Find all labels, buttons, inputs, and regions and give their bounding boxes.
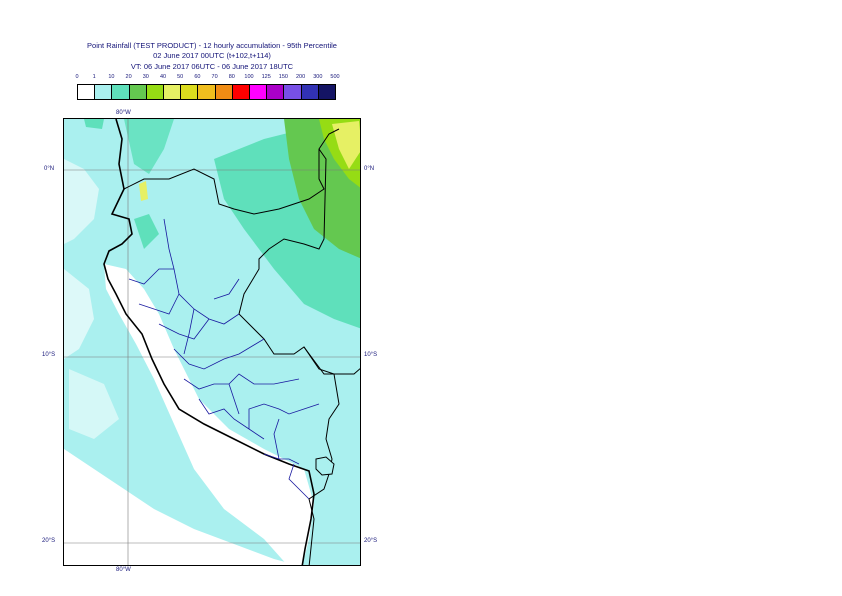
dry-patch-2 bbox=[64, 269, 94, 359]
legend-threshold-label: 40 bbox=[159, 74, 167, 80]
legend-threshold-label: 0 bbox=[75, 74, 79, 80]
legend-swatch bbox=[249, 84, 268, 100]
legend-swatch bbox=[180, 84, 199, 100]
legend-threshold-label: 300 bbox=[313, 74, 323, 80]
legend-swatch bbox=[266, 84, 285, 100]
rain-patch-e bbox=[139, 181, 148, 201]
border-brazil-bolivia bbox=[303, 346, 360, 375]
dry-patch-3 bbox=[69, 369, 119, 439]
rain-patch-d bbox=[84, 119, 104, 129]
coastline bbox=[103, 119, 315, 565]
legend-swatch bbox=[283, 84, 302, 100]
admin-boundaries bbox=[128, 218, 320, 500]
valid-time: VT: 06 June 2017 06UTC - 06 June 2017 18… bbox=[130, 62, 294, 71]
rain-field-10-20-b bbox=[124, 119, 174, 174]
legend-threshold-label: 150 bbox=[278, 74, 288, 80]
lat-label-right-20s: 20°S bbox=[364, 538, 378, 544]
legend-threshold-label: 10 bbox=[108, 74, 115, 80]
legend-swatch bbox=[197, 84, 216, 100]
legend-threshold-label: 100 bbox=[244, 74, 254, 80]
legend-threshold-label: 30 bbox=[142, 74, 149, 80]
rain-field-40-50 bbox=[332, 121, 360, 169]
lat-label-left-0: 0°N bbox=[44, 166, 55, 172]
rainfall-map bbox=[64, 119, 360, 565]
legend-swatch bbox=[231, 84, 250, 100]
legend-threshold-label: 50 bbox=[177, 74, 184, 80]
legend-swatch bbox=[128, 84, 147, 100]
lake-titicaca bbox=[315, 456, 335, 476]
legend-threshold-label: 500 bbox=[330, 74, 340, 80]
lat-label-right-0: 0°N bbox=[364, 166, 375, 172]
rain-patch-c bbox=[134, 214, 159, 249]
legend-swatch bbox=[77, 84, 96, 100]
dry-coastal-strip bbox=[104, 264, 314, 565]
chart-title: Point Rainfall (TEST PRODUCT) - 12 hourl… bbox=[87, 41, 337, 50]
lon-label-bottom: 80°W bbox=[116, 567, 131, 573]
lat-label-right-10s: 10°S bbox=[364, 352, 378, 358]
legend-threshold-label: 200 bbox=[296, 74, 306, 80]
legend-swatch bbox=[317, 84, 336, 100]
legend-threshold-label: 125 bbox=[261, 74, 271, 80]
legend-threshold-label: 80 bbox=[228, 74, 235, 80]
legend-threshold-label: 1 bbox=[92, 74, 96, 80]
lat-label-left-20s: 20°S bbox=[42, 538, 56, 544]
legend-swatch bbox=[94, 84, 113, 100]
dry-patch-1 bbox=[64, 159, 99, 244]
legend-swatch bbox=[145, 84, 164, 100]
legend-threshold-label: 70 bbox=[211, 74, 218, 80]
border-ecuador-colombia bbox=[123, 128, 340, 215]
base-time: 02 June 2017 00UTC (t+102,t+114) bbox=[153, 51, 271, 60]
legend-threshold-label: 20 bbox=[125, 74, 132, 80]
legend-swatch bbox=[163, 84, 182, 100]
dry-area-sw bbox=[64, 449, 297, 565]
legend-threshold-label: 60 bbox=[194, 74, 201, 80]
legend-swatch bbox=[214, 84, 233, 100]
legend-swatch bbox=[300, 84, 319, 100]
map-panel bbox=[63, 118, 361, 566]
lon-label-top: 80°W bbox=[116, 110, 131, 116]
lat-label-left-10s: 10°S bbox=[42, 352, 56, 358]
legend-swatch bbox=[111, 84, 130, 100]
